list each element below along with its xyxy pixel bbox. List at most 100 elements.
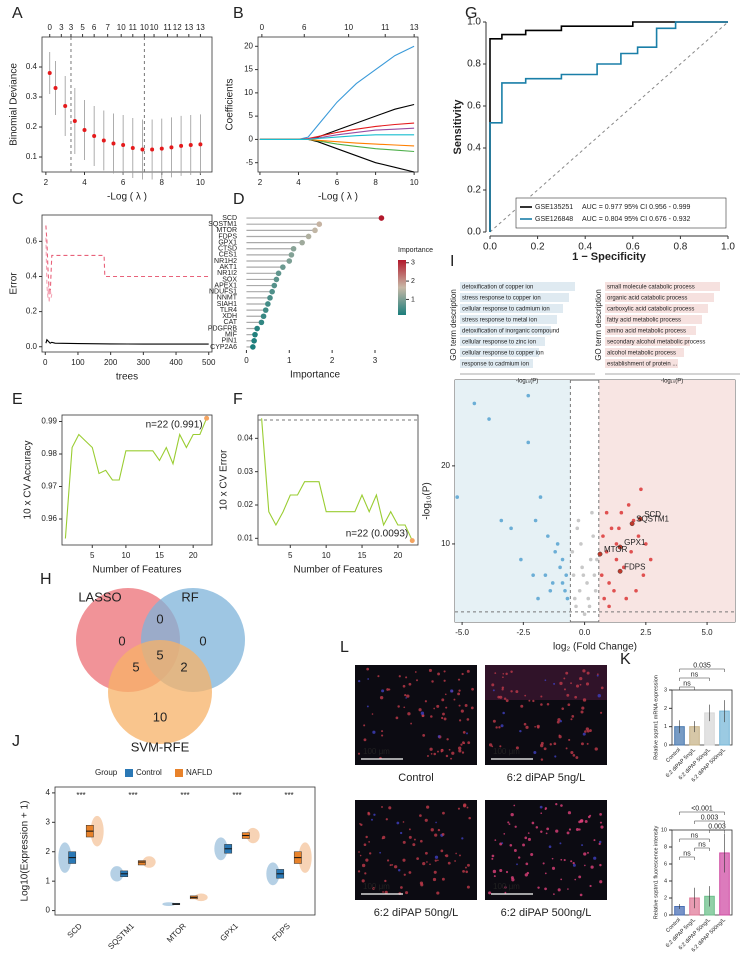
cell-signal	[542, 862, 545, 865]
cell-signal	[540, 830, 543, 833]
cell-signal	[381, 734, 384, 737]
cell-signal	[437, 828, 441, 832]
cell-signal	[561, 707, 565, 710]
cell-signal	[596, 673, 599, 676]
violin	[266, 862, 280, 886]
point	[82, 128, 87, 132]
point-label: SCD	[644, 510, 661, 519]
cell-signal	[395, 716, 399, 720]
cell-signal	[500, 724, 504, 728]
cell-signal	[585, 682, 590, 686]
series-line	[489, 21, 728, 232]
cell-signal	[497, 695, 501, 699]
cell-signal	[367, 811, 370, 815]
y-tick-label: 2	[664, 706, 667, 712]
labeled-point	[629, 521, 635, 527]
category-label: MIF	[225, 332, 237, 339]
go-term: organic acid catabolic process	[607, 296, 687, 302]
micrograph	[355, 665, 477, 765]
lollipop-head	[275, 270, 282, 277]
cell-signal	[363, 724, 366, 727]
category-label: SIAH1	[217, 301, 237, 308]
cell-signal	[524, 873, 528, 877]
cell-signal	[410, 722, 413, 725]
cell-signal	[442, 811, 445, 815]
point	[560, 581, 565, 585]
scale-bar-label: 100 μm	[363, 882, 390, 891]
scale-bar-label: 100 μm	[363, 747, 390, 756]
cell-signal	[396, 821, 400, 825]
cell-signal	[379, 851, 382, 854]
point	[121, 143, 126, 147]
cell-signal	[513, 849, 517, 852]
x-tick-label: 400	[169, 358, 183, 367]
panel-label: D	[233, 191, 245, 208]
lollipop-head	[312, 227, 318, 234]
cell-signal	[565, 671, 569, 675]
lollipop-head	[258, 319, 265, 326]
cell-signal	[555, 803, 558, 806]
cell-signal	[424, 818, 428, 822]
legend-swatch	[175, 769, 183, 777]
panel-label: B	[233, 5, 244, 22]
x-tick-label: 300	[137, 358, 151, 367]
venn-set-label: SVM-RFE	[131, 739, 190, 754]
cell-signal	[580, 742, 584, 746]
cell-signal	[363, 843, 367, 847]
go-term: response to cadmium ion	[462, 362, 529, 368]
y-tick-label: 15	[244, 65, 253, 74]
cell-signal	[399, 831, 403, 835]
cell-signal	[435, 821, 437, 824]
category-label: SQSTM1	[208, 221, 237, 228]
cell-signal	[357, 870, 361, 873]
cell-signal	[419, 881, 424, 885]
cell-signal	[501, 842, 504, 845]
x-tick-label: 10	[410, 178, 419, 187]
point	[614, 557, 619, 562]
cell-signal	[466, 885, 470, 889]
point	[612, 588, 616, 593]
point	[641, 573, 646, 577]
cell-signal	[467, 741, 471, 745]
legend-label: Control	[136, 768, 162, 777]
y-tick-label: 0.2	[26, 122, 38, 131]
go-term: alcohol metabolic process	[607, 351, 676, 357]
cell-signal	[553, 682, 556, 685]
cell-signal	[430, 753, 433, 755]
y-tick-label: 0.4	[467, 143, 481, 154]
go-row-bg	[460, 359, 533, 368]
panel-label: F	[233, 391, 243, 408]
cell-signal	[499, 745, 502, 748]
cell-signal	[402, 858, 406, 862]
x2-tick-label: 11	[163, 23, 172, 32]
cell-signal	[402, 840, 406, 844]
legend-label: NAFLD	[186, 768, 212, 777]
cell-signal	[578, 828, 581, 831]
cell-signal	[422, 734, 426, 737]
point	[538, 495, 543, 499]
point	[644, 542, 648, 546]
cell-signal	[555, 829, 559, 833]
x-tick-label: 2	[44, 178, 49, 187]
cell-signal	[533, 751, 537, 755]
cell-signal	[559, 681, 563, 686]
point	[546, 534, 550, 538]
y-tick-label: 0	[46, 906, 51, 915]
cell-signal	[566, 831, 570, 835]
point	[619, 510, 624, 515]
y-axis-label: 10 x CV Accuracy	[23, 441, 34, 520]
x-tick-label: 0.0	[483, 242, 497, 253]
cell-signal	[582, 698, 587, 702]
cell-signal	[459, 719, 462, 722]
point	[63, 104, 68, 108]
x-tick-label: -5.0	[455, 628, 469, 637]
x-tick-label: 1	[287, 356, 292, 365]
cell-signal	[566, 693, 570, 697]
cell-signal	[368, 841, 371, 843]
cell-signal	[492, 689, 495, 692]
cell-signal	[441, 877, 445, 881]
comparison-bracket	[679, 686, 695, 690]
x2-tick-label: 10	[117, 23, 126, 32]
panel-label: C	[12, 191, 24, 208]
x-axis-label: log₂ (Fold Change)	[553, 642, 637, 653]
